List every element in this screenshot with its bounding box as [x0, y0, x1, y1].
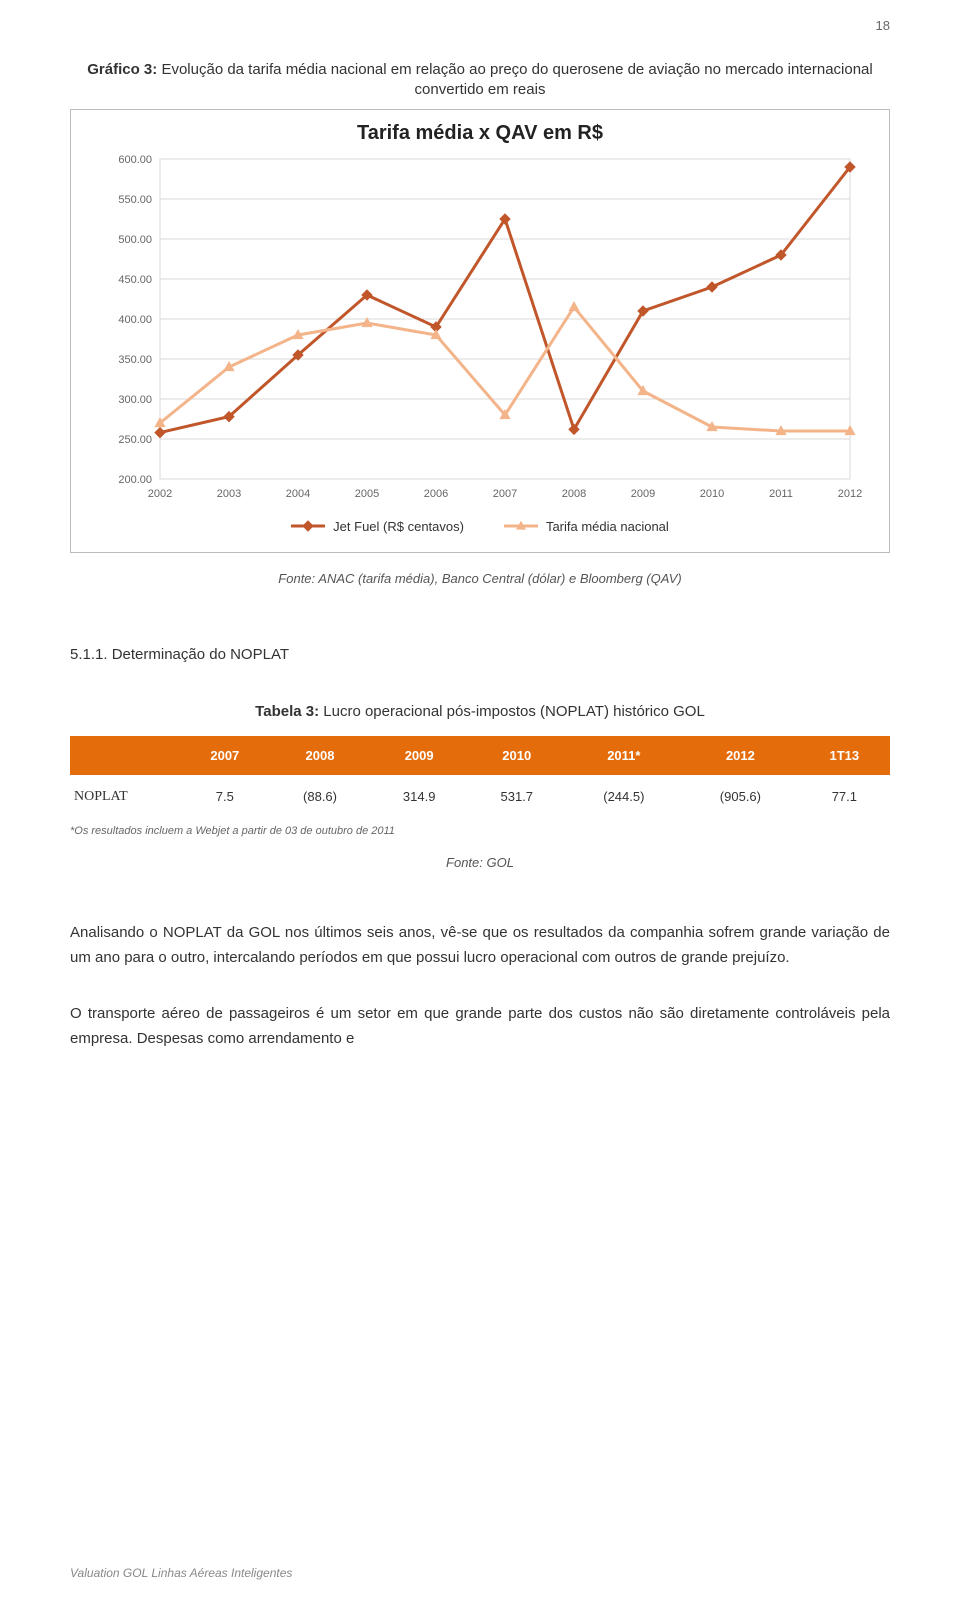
svg-text:300.00: 300.00	[118, 394, 152, 406]
svg-text:2003: 2003	[217, 488, 241, 500]
section-heading: 5.1.1. Determinação do NOPLAT	[70, 646, 890, 663]
svg-text:550.00: 550.00	[118, 194, 152, 206]
svg-text:500.00: 500.00	[118, 234, 152, 246]
body-paragraph: O transporte aéreo de passageiros é um s…	[70, 1001, 890, 1052]
diamond-marker-icon	[291, 519, 325, 533]
svg-text:2004: 2004	[286, 488, 310, 500]
svg-text:2009: 2009	[631, 488, 655, 500]
svg-text:2008: 2008	[562, 488, 586, 500]
table3-caption-bold: Tabela 3:	[255, 703, 319, 720]
chart-container: Tarifa média x QAV em R$ 200.00 250.00 300…	[70, 109, 890, 553]
table-cell: (244.5)	[566, 775, 683, 819]
figure3-title-bold: Gráfico 3:	[87, 61, 157, 78]
svg-text:2006: 2006	[424, 488, 448, 500]
legend-label: Tarifa média nacional	[546, 519, 669, 534]
table3-footnote: *Os resultados incluem a Webjet a partir…	[70, 825, 890, 837]
page-number: 18	[876, 18, 890, 33]
svg-text:2011: 2011	[769, 488, 793, 500]
svg-text:200.00: 200.00	[118, 474, 152, 486]
table-cell: 7.5	[180, 775, 270, 819]
svg-text:350.00: 350.00	[118, 354, 152, 366]
svg-text:400.00: 400.00	[118, 314, 152, 326]
svg-text:2005: 2005	[355, 488, 379, 500]
svg-text:2010: 2010	[700, 488, 724, 500]
noplat-table: 20072008200920102011*20121T13 NOPLAT7.5(…	[70, 736, 890, 819]
table-cell: (88.6)	[270, 775, 371, 819]
table-header-cell: 2012	[682, 736, 799, 775]
legend-item: Jet Fuel (R$ centavos)	[291, 519, 464, 534]
table-cell: 77.1	[799, 775, 890, 819]
triangle-marker-icon	[504, 519, 538, 533]
svg-text:2002: 2002	[148, 488, 172, 500]
svg-text:600.00: 600.00	[118, 154, 152, 166]
figure3-title: Gráfico 3: Evolução da tarifa média naci…	[70, 60, 890, 101]
table-header-cell	[70, 736, 180, 775]
body-paragraph: Analisando o NOPLAT da GOL nos últimos s…	[70, 920, 890, 971]
page-footer: Valuation GOL Linhas Aéreas Inteligentes	[70, 1566, 292, 1580]
table-cell: (905.6)	[682, 775, 799, 819]
svg-text:450.00: 450.00	[118, 274, 152, 286]
legend-item: Tarifa média nacional	[504, 519, 669, 534]
table3-source: Fonte: GOL	[70, 855, 890, 870]
line-chart: 200.00 250.00 300.00 350.00 400.00 450.00 500.…	[89, 149, 871, 509]
table-row-label: NOPLAT	[70, 775, 180, 819]
svg-text:250.00: 250.00	[118, 434, 152, 446]
table-header-cell: 2010	[468, 736, 566, 775]
chart-legend: Jet Fuel (R$ centavos) Tarifa média nacio…	[89, 519, 871, 534]
table-cell: 314.9	[370, 775, 468, 819]
figure3-source: Fonte: ANAC (tarifa média), Banco Centra…	[70, 571, 890, 586]
table-header-cell: 2011*	[566, 736, 683, 775]
table-header-cell: 2007	[180, 736, 270, 775]
table-header-cell: 1T13	[799, 736, 890, 775]
table-cell: 531.7	[468, 775, 566, 819]
table3-caption-rest: Lucro operacional pós-impostos (NOPLAT) …	[319, 703, 705, 720]
table-header-cell: 2008	[270, 736, 371, 775]
table-row: NOPLAT7.5(88.6)314.9531.7(244.5)(905.6)7…	[70, 775, 890, 819]
table-header-row: 20072008200920102011*20121T13	[70, 736, 890, 775]
figure3-title-rest: Evolução da tarifa média nacional em rel…	[157, 61, 872, 98]
svg-text:2007: 2007	[493, 488, 517, 500]
legend-label: Jet Fuel (R$ centavos)	[333, 519, 464, 534]
table3-caption: Tabela 3: Lucro operacional pós-impostos…	[70, 703, 890, 720]
table-header-cell: 2009	[370, 736, 468, 775]
svg-text:2012: 2012	[838, 488, 862, 500]
chart-title: Tarifa média x QAV em R$	[89, 122, 871, 145]
